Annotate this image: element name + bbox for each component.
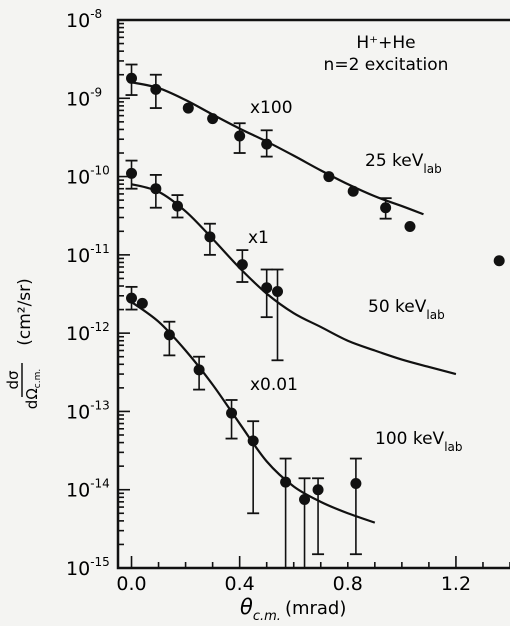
series-50-energy-label: 50 keVlab (368, 297, 445, 322)
series-100-scale-label: x0.01 (250, 375, 298, 395)
error-bar (271, 268, 284, 362)
y-axis-den-sub: c.m. (33, 369, 43, 388)
x-tick-label: 0.0 (116, 573, 146, 595)
data-point-series-0 (404, 221, 416, 233)
data-point-series-0 (207, 113, 219, 125)
x-tick-label: 0.4 (225, 573, 255, 595)
data-point-series-0 (493, 255, 505, 267)
data-point-series-1 (261, 282, 273, 294)
series-50-scale-label: x1 (248, 228, 269, 248)
x-axis-label: θc.m. (mrad) (240, 595, 346, 624)
data-point-series-1 (236, 259, 248, 271)
y-tick-label: 10-9 (66, 85, 102, 110)
y-tick-label: 10-14 (66, 477, 110, 502)
data-point-series-0 (261, 138, 273, 150)
data-point-series-0 (380, 202, 392, 214)
theory-curve-series-1 (131, 183, 457, 376)
x-tick-label: 0.8 (333, 573, 363, 595)
y-tick-label: 10-10 (66, 164, 110, 189)
data-point-series-2 (350, 478, 362, 490)
error-bar (247, 420, 260, 515)
data-point-series-0 (323, 171, 335, 183)
error-bar (298, 477, 311, 568)
x-axis-unit: (mrad) (285, 598, 346, 619)
data-point-series-0 (126, 72, 138, 84)
y-tick-label: 10-12 (66, 320, 110, 345)
error-bars (125, 63, 392, 568)
y-tick-label: 10-13 (66, 398, 110, 423)
theory-curve-series-0 (131, 81, 424, 216)
data-points (126, 72, 505, 505)
y-tick-label: 10-11 (66, 242, 110, 267)
x-axis-symbol: θ (240, 595, 253, 619)
x-tick-label: 1.2 (441, 573, 471, 595)
y-tick-label: 10-15 (66, 555, 110, 580)
y-axis-den: dΩ (23, 388, 41, 409)
data-point-series-0 (182, 102, 194, 114)
series-100-energy: 100 keV (375, 429, 445, 449)
plot-frame (116, 18, 510, 570)
data-point-series-1 (171, 200, 183, 212)
annotation-line1: H⁺+He (356, 33, 415, 53)
y-axis-label: dσ dΩc.m. (cm²/sr) (4, 278, 43, 409)
data-point-series-1 (204, 231, 216, 243)
y-axis-unit: (cm²/sr) (15, 278, 35, 346)
data-point-series-1 (272, 286, 284, 298)
series-100-energy-label: 100 keVlab (375, 429, 463, 454)
y-axis-denominator: dΩc.m. (23, 369, 43, 409)
x-axis-sub: c.m. (253, 609, 281, 624)
data-point-series-2 (280, 476, 292, 488)
data-point-series-2 (126, 292, 138, 304)
x-tick-labels: 0.0 0.4 0.8 1.2 (116, 573, 471, 595)
data-point-series-0 (150, 83, 162, 95)
series-25-energy-label: 25 keVlab (365, 151, 442, 176)
data-point-series-2 (136, 297, 148, 309)
data-point-series-0 (234, 130, 246, 142)
data-point-series-2 (163, 329, 175, 341)
y-axis-numerator: dσ (4, 370, 22, 390)
series-25-scale-label: x100 (250, 98, 293, 118)
series-100-energy-sub: lab (444, 440, 462, 454)
series-25-energy: 25 keV (365, 151, 424, 171)
error-bar (349, 457, 362, 556)
data-point-series-1 (126, 167, 138, 179)
series-50-energy-sub: lab (426, 308, 444, 322)
data-point-series-0 (347, 185, 359, 197)
y-tick-labels: 10-8 10-9 10-10 10-11 10-12 10-13 10-14 10-15 (66, 7, 110, 580)
error-bar (260, 268, 273, 319)
error-bar (225, 399, 238, 440)
annotation-line2: n=2 excitation (324, 55, 449, 75)
data-point-series-2 (193, 364, 205, 376)
data-point-series-2 (299, 493, 311, 505)
series-50-energy: 50 keV (368, 297, 427, 317)
data-point-series-1 (150, 183, 162, 195)
data-point-series-2 (247, 435, 259, 447)
data-point-series-2 (226, 407, 238, 419)
data-point-series-2 (312, 484, 324, 496)
series-25-energy-sub: lab (423, 162, 441, 176)
y-tick-label: 10-8 (66, 7, 102, 32)
